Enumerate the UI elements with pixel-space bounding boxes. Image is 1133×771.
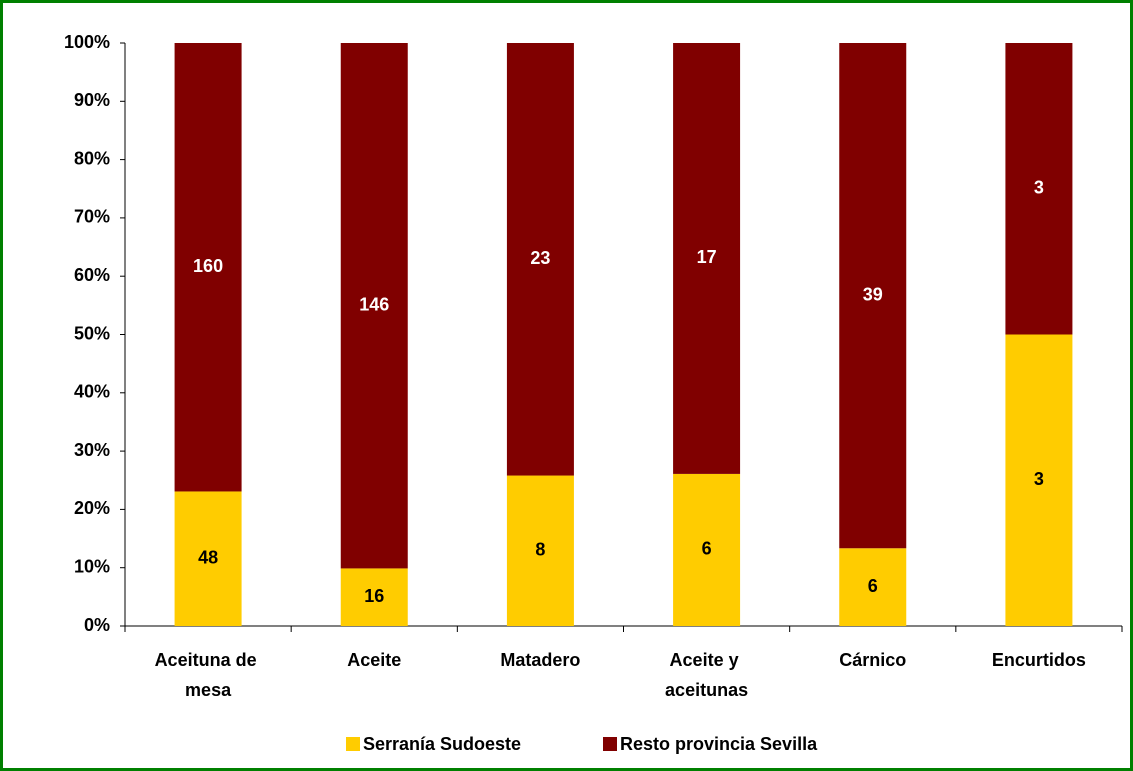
- y-tick-label: 60%: [74, 265, 110, 285]
- data-label: 3: [1034, 178, 1044, 198]
- bar-segment: [673, 43, 741, 474]
- bar-segment: [340, 43, 408, 569]
- x-tick-label: Matadero: [500, 650, 580, 670]
- y-tick-label: 50%: [74, 323, 110, 343]
- legend-swatch: [603, 737, 617, 751]
- legend-label: Resto provincia Sevilla: [620, 734, 818, 754]
- y-tick-label: 30%: [74, 440, 110, 460]
- bar-segment: [1005, 43, 1073, 335]
- x-tick-label: Aceituna de mesa: [155, 650, 262, 700]
- y-tick-label: 0%: [84, 615, 110, 635]
- data-label: 48: [198, 547, 218, 567]
- bar-segment: [1005, 334, 1073, 626]
- y-tick-label: 100%: [64, 32, 110, 52]
- data-label: 6: [702, 539, 712, 559]
- bar-segment: [506, 43, 574, 476]
- data-label: 160: [193, 256, 223, 276]
- bar-segment: [340, 568, 408, 626]
- data-label: 3: [1034, 469, 1044, 489]
- data-label: 39: [863, 284, 883, 304]
- data-label: 8: [535, 540, 545, 560]
- bar-segment: [506, 475, 574, 626]
- bar-segment: [174, 43, 242, 492]
- data-label: 146: [359, 294, 389, 314]
- bar-segment: [839, 548, 907, 626]
- bar-segment: [673, 473, 741, 626]
- x-tick-label: Aceite y aceitunas: [665, 650, 748, 700]
- y-tick-label: 20%: [74, 498, 110, 518]
- y-tick-label: 10%: [74, 556, 110, 576]
- y-tick-label: 40%: [74, 382, 110, 402]
- data-label: 23: [530, 248, 550, 268]
- data-label: 16: [364, 586, 384, 606]
- bar-segment: [839, 43, 907, 549]
- legend-label: Serranía Sudoeste: [363, 734, 521, 754]
- x-tick-label: Aceite: [347, 650, 401, 670]
- y-tick-label: 70%: [74, 207, 110, 227]
- data-label: 6: [868, 576, 878, 596]
- y-tick-label: 90%: [74, 90, 110, 110]
- x-tick-label: Encurtidos: [992, 650, 1086, 670]
- y-tick-label: 80%: [74, 148, 110, 168]
- x-tick-label: Cárnico: [839, 650, 906, 670]
- legend-swatch: [346, 737, 360, 751]
- bar-segment: [174, 491, 242, 626]
- data-label: 17: [697, 247, 717, 267]
